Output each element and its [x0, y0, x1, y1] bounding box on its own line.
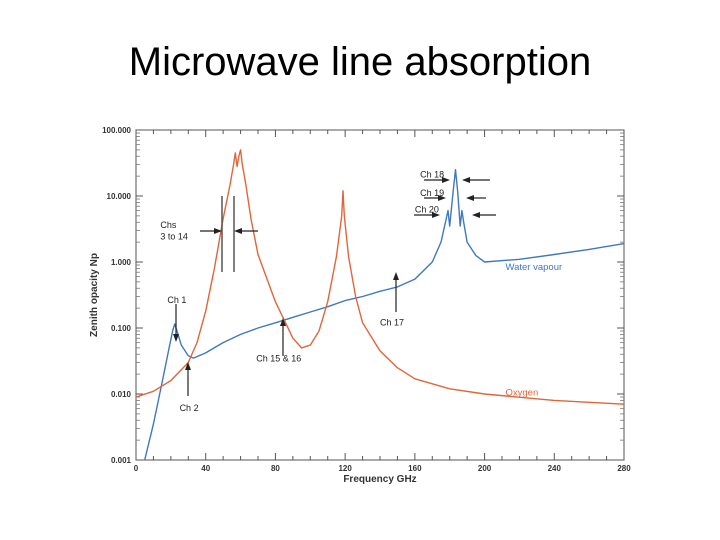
series-label: Water vapour	[505, 262, 562, 273]
x-tick-label: 160	[408, 464, 422, 473]
channel-annotation: Ch 17	[380, 317, 404, 327]
channel-annotation: 3 to 14	[160, 231, 188, 241]
arrowhead-ch19-left	[438, 195, 446, 201]
series-labels: Water vapour Oxygen	[505, 262, 562, 398]
y-tick-label: 0.100	[111, 324, 132, 333]
channel-annotation: Ch 20	[415, 205, 439, 215]
channel-annotation: Ch 2	[180, 403, 199, 413]
channel-annotation: Ch 15 & 16	[256, 354, 301, 364]
arrowhead-ch20-left	[432, 212, 440, 218]
x-tick-label: 40	[201, 464, 210, 473]
slide-title: Microwave line absorption	[128, 40, 592, 84]
arrowhead-ch1	[173, 334, 179, 342]
plot-frame	[135, 129, 625, 461]
series-label: Oxygen	[505, 387, 538, 398]
arrowhead-ch19-right	[466, 195, 474, 201]
arrowhead-ch20-right	[472, 212, 480, 218]
series-layer	[135, 149, 625, 461]
arrowhead-ch17	[393, 272, 399, 280]
x-tick-label: 120	[338, 464, 352, 473]
y-axis: 0.001 0.010 0.100 1.000 10.000 100.000	[102, 126, 624, 465]
y-tick-label: 1.000	[111, 258, 132, 267]
arrowhead-ch2	[185, 362, 191, 370]
x-axis-label: Frequency GHz	[343, 474, 416, 485]
arrowhead-ch3-14-a	[214, 228, 222, 234]
series-line-oxygen	[135, 149, 625, 405]
x-tick-label: 280	[617, 464, 631, 473]
arrowhead-ch18-right	[462, 177, 470, 183]
arrowhead-ch3-14-b	[234, 228, 242, 234]
x-tick-label: 200	[478, 464, 492, 473]
y-tick-label: 10.000	[107, 192, 132, 201]
series-line-water-vapour	[144, 169, 625, 461]
channel-annotation: Ch 1	[167, 295, 186, 305]
x-tick-label: 80	[271, 464, 280, 473]
channel-annotation: Chs	[160, 220, 177, 230]
x-tick-label: 240	[548, 464, 562, 473]
y-tick-label: 100.000	[102, 126, 131, 135]
arrowhead-ch15-16	[280, 318, 286, 326]
y-axis-label: Zenith opacity Np	[89, 253, 100, 337]
arrowhead-ch18-left	[442, 177, 450, 183]
channel-arrows	[173, 177, 496, 396]
x-tick-label: 0	[134, 464, 139, 473]
channel-annotation: Ch 19	[420, 188, 444, 198]
y-tick-label: 0.010	[111, 390, 132, 399]
x-axis: 0 40 80 120 160 200 240 280	[134, 130, 631, 473]
channel-annotation: Ch 18	[420, 170, 444, 180]
y-tick-label: 0.001	[111, 456, 132, 465]
